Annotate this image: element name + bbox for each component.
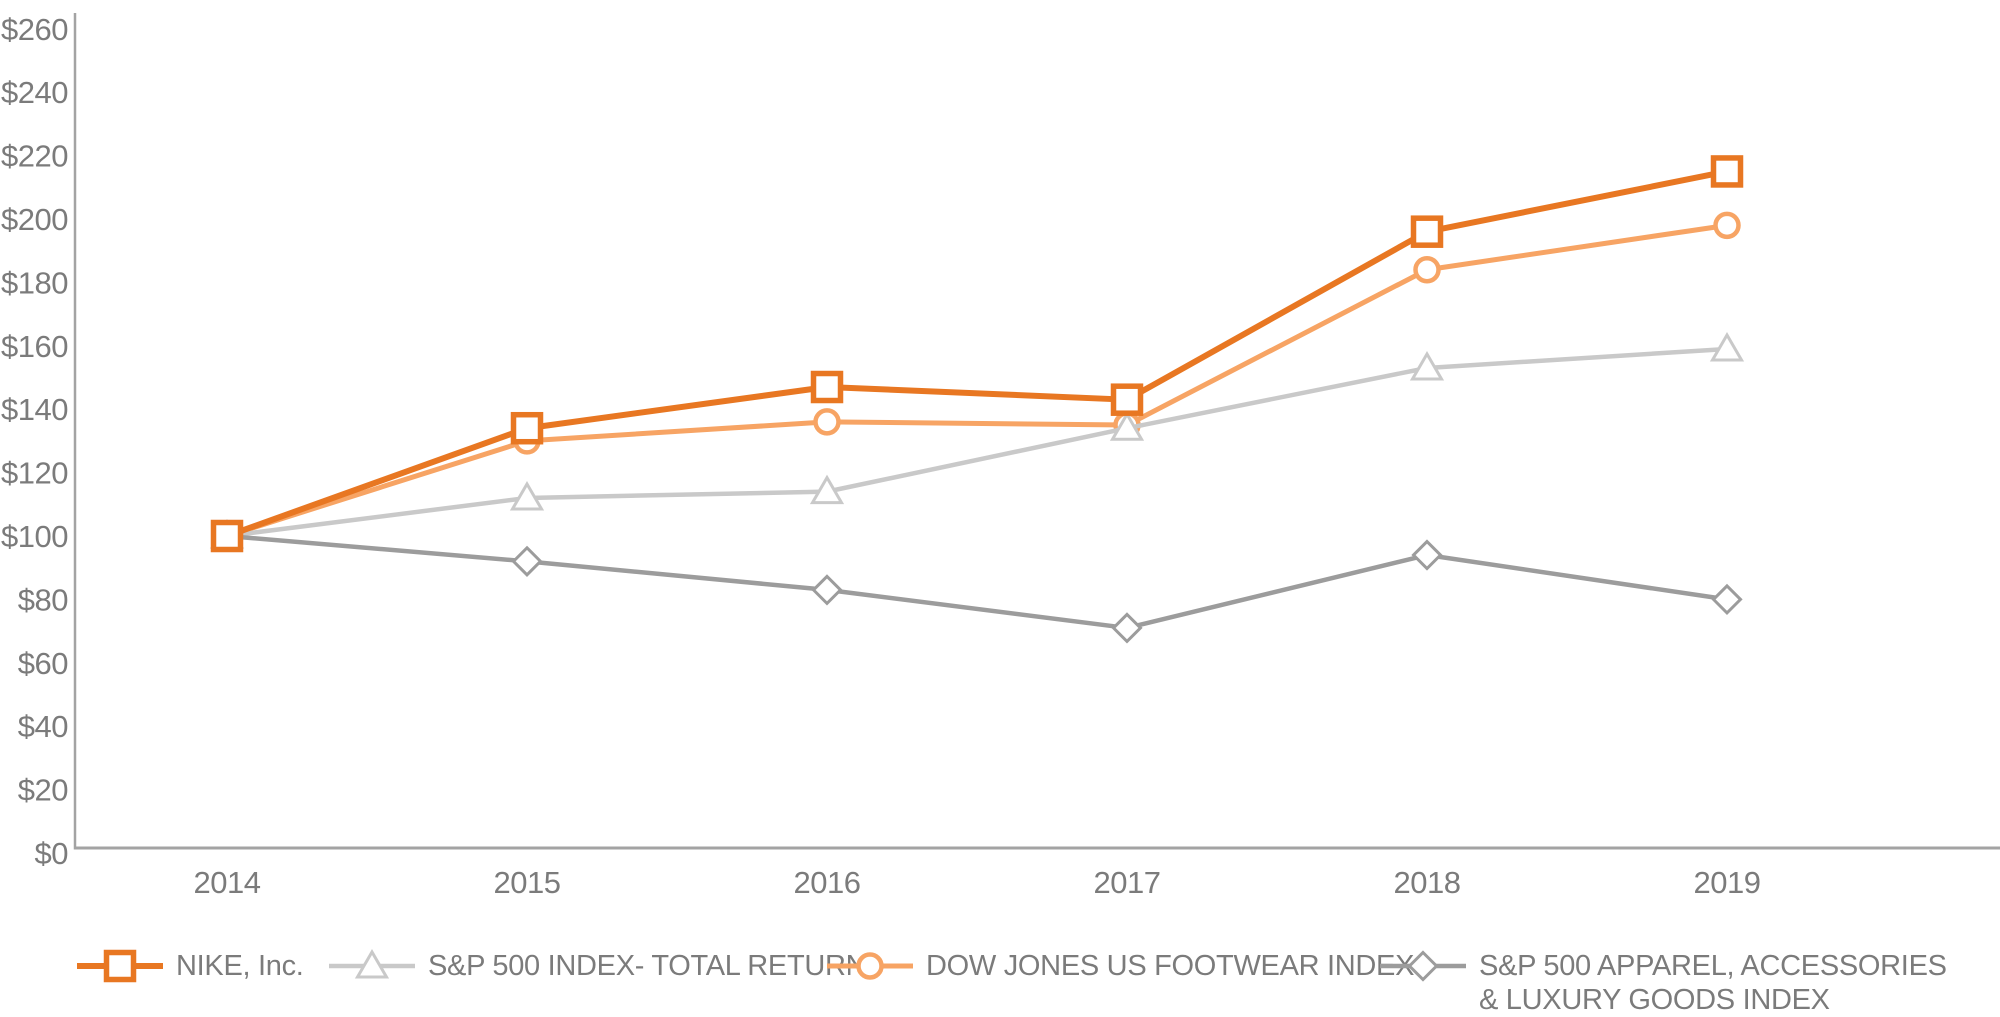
triangle-marker-2016-s-p-500-index-total-return bbox=[809, 474, 845, 505]
line-dow-jones-us-footwear-index bbox=[226, 222, 1728, 539]
y-tick-label-120: $120 bbox=[1, 456, 68, 491]
y-tick-label-60: $60 bbox=[18, 646, 68, 681]
y-tick-label-160: $160 bbox=[1, 329, 68, 364]
square-marker-2019-nike-inc bbox=[1710, 155, 1744, 188]
diamond-marker-2016-s-p-500-apparel-accessories-lu bbox=[811, 574, 843, 606]
y-tick-label-220: $220 bbox=[1, 139, 68, 174]
line-s-p-500-apparel-accessories-lu bbox=[226, 533, 1728, 631]
series-nike-inc bbox=[210, 155, 1744, 553]
circle-marker-2018-dow-jones-us-footwear-index bbox=[1413, 255, 1441, 284]
line-s-p-500-index-total-return bbox=[226, 346, 1728, 539]
x-tick-label-2014: 2014 bbox=[194, 865, 261, 900]
x-tick-label-2018: 2018 bbox=[1394, 865, 1461, 900]
y-tick-label-20: $20 bbox=[18, 773, 68, 808]
series-s-p-500-apparel-accessories-lu bbox=[211, 520, 1743, 644]
square-marker-2016-nike-inc bbox=[810, 370, 844, 404]
y-tick-label-200: $200 bbox=[1, 202, 68, 237]
x-tick-label-2015: 2015 bbox=[494, 865, 561, 900]
diamond-marker-2018-s-p-500-apparel-accessories-lu bbox=[1411, 539, 1443, 571]
series-dow-jones-us-footwear-index bbox=[213, 211, 1741, 550]
triangle-marker-2017-s-p-500-index-total-return bbox=[1109, 411, 1145, 441]
square-marker-2017-nike-inc bbox=[1110, 383, 1144, 416]
diamond-marker-2019-s-p-500-apparel-accessories-lu bbox=[1711, 583, 1743, 616]
square-marker-2018-nike-inc bbox=[1410, 215, 1444, 248]
y-tick-label-100: $100 bbox=[1, 519, 68, 554]
square-marker-2014-nike-inc bbox=[210, 519, 244, 553]
triangle-marker-2015-s-p-500-index-total-return bbox=[509, 480, 545, 511]
line-nike-inc bbox=[225, 168, 1728, 539]
triangle-marker-2018-s-p-500-index-total-return bbox=[1409, 351, 1445, 381]
triangle-marker-2019-s-p-500-index-total-return bbox=[1709, 331, 1745, 362]
circle-marker-2016-dow-jones-us-footwear-index bbox=[813, 408, 841, 436]
square-marker-2015-nike-inc bbox=[510, 411, 544, 445]
diamond-marker-2017-s-p-500-apparel-accessories-lu bbox=[1111, 612, 1143, 644]
y-axis-tick-labels: $0 $20 $40 $60 $80 $100 $120 $140 $160 $180 $200 $2… bbox=[1, 12, 69, 871]
y-tick-label-240: $240 bbox=[1, 75, 68, 110]
y-tick-label-40: $40 bbox=[18, 709, 68, 744]
y-tick-label-180: $180 bbox=[1, 265, 68, 300]
y-tick-label-80: $80 bbox=[18, 582, 68, 617]
x-tick-label-2016: 2016 bbox=[794, 865, 861, 900]
diamond-marker-2015-s-p-500-apparel-accessories-lu bbox=[511, 545, 543, 577]
x-axis-tick-labels: 2014 2015 2016 2017 2018 2019 bbox=[194, 865, 1761, 900]
x-tick-label-2019: 2019 bbox=[1694, 865, 1761, 900]
x-tick-label-2017: 2017 bbox=[1094, 865, 1161, 900]
y-tick-label-140: $140 bbox=[1, 392, 68, 427]
series-s-p-500-index-total-return bbox=[209, 331, 1745, 549]
y-tick-label-0: $0 bbox=[35, 836, 69, 871]
y-tick-label-260: $260 bbox=[1, 12, 68, 47]
circle-marker-2019-dow-jones-us-footwear-index bbox=[1713, 211, 1741, 240]
